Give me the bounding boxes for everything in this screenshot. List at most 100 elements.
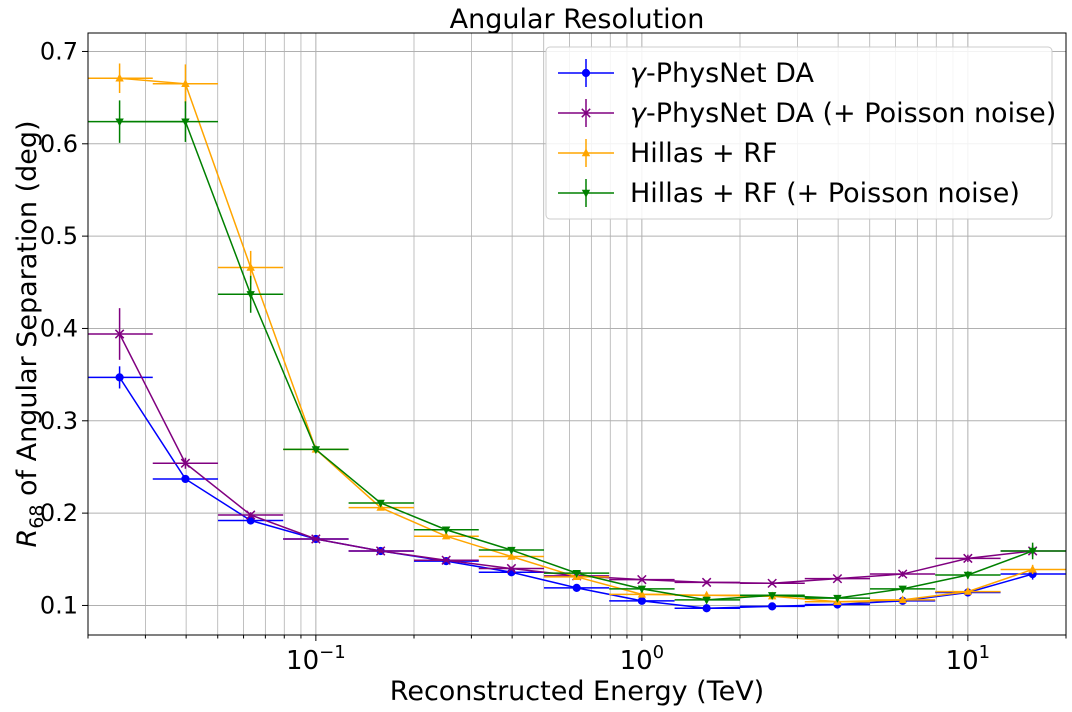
y-tick-label: 0.5 (40, 222, 78, 250)
legend-label-text: Hillas + RF (630, 138, 778, 169)
legend-swatch-marker (581, 68, 591, 78)
y-tick-label: 0.6 (40, 130, 78, 158)
data-point (1028, 547, 1037, 556)
data-point (768, 602, 777, 611)
data-point (507, 551, 516, 560)
data-point (115, 118, 124, 127)
y-tick-label: 0.2 (40, 499, 78, 527)
data-point (898, 585, 907, 594)
legend-swatch-marker (581, 148, 591, 157)
y-axis-title-rest: of Angular Separation (deg) (12, 120, 43, 504)
legend-entry: γ-PhysNet DA (+ Poisson noise) (558, 98, 1056, 129)
data-point-stroke (767, 578, 777, 589)
data-point (702, 590, 711, 599)
legend-swatch-marker (581, 108, 591, 118)
data-point-stroke (701, 577, 712, 588)
legend-entry: Hillas + RF (558, 138, 778, 169)
legend-label: Hillas + RF (+ Poisson noise) (630, 178, 1020, 209)
legend-swatch-marker (581, 189, 591, 198)
y-axis-title-symbol: R (12, 529, 43, 548)
legend-box (545, 46, 1053, 220)
x-tick-label-exponent: 0 (653, 642, 664, 663)
data-point (180, 458, 191, 468)
data-point (963, 586, 973, 595)
data-point (963, 571, 973, 580)
series-3 (88, 100, 1066, 605)
data-point (1028, 564, 1037, 573)
data-point (181, 118, 190, 127)
legend-label-text: -PhysNet DA (+ Poisson noise) (646, 98, 1056, 129)
x-tick-label-base: 10 (946, 646, 979, 676)
data-point (114, 329, 125, 339)
data-point (637, 585, 647, 594)
data-point (702, 596, 711, 605)
y-tick-label: 0.4 (40, 314, 78, 342)
data-point (702, 604, 711, 613)
data-point (572, 569, 581, 578)
data-point (637, 596, 646, 605)
data-point (376, 499, 385, 508)
data-point-stroke (506, 563, 517, 574)
legend-label: γ-PhysNet DA (630, 58, 814, 89)
data-point-stroke (637, 574, 647, 585)
data-point (441, 555, 451, 565)
data-point (637, 574, 647, 585)
legend-label-text: Hillas + RF (+ Poisson noise) (630, 178, 1020, 209)
legend-label-symbol: γ (630, 98, 648, 129)
y-tick-label: 0.3 (40, 407, 78, 435)
data-point-stroke (897, 569, 908, 579)
y-tick-label: 0.7 (40, 37, 78, 65)
legend-swatch-marker-stroke (581, 108, 591, 118)
data-point (767, 578, 777, 589)
data-point (311, 446, 321, 455)
data-point-stroke (245, 510, 256, 520)
x-tick-label: 10−1 (286, 642, 346, 676)
data-point (245, 510, 256, 520)
chart-title: Angular Resolution (450, 4, 705, 35)
data-point (701, 577, 712, 588)
plot-frame (87, 32, 1067, 636)
data-point (246, 291, 255, 299)
series-1 (88, 308, 1066, 589)
data-point (897, 569, 908, 579)
legend-entry: γ-PhysNet DA (558, 58, 814, 89)
data-point (898, 595, 907, 604)
x-axis-title: Reconstructed Energy (TeV) (390, 676, 764, 707)
series-layer (88, 63, 1066, 613)
grid-layer (87, 33, 1067, 635)
data-point (767, 592, 777, 600)
data-point-stroke (832, 573, 843, 584)
data-point (115, 73, 124, 82)
legend-label-symbol: γ (630, 58, 648, 89)
x-tick-label-exponent: 1 (979, 642, 990, 663)
legend-label-text: -PhysNet DA (646, 58, 814, 89)
x-tick-label-base: 10 (620, 646, 653, 676)
legend-label: γ-PhysNet DA (+ Poisson noise) (630, 98, 1056, 129)
data-point (637, 589, 647, 598)
data-point-stroke (963, 553, 973, 564)
x-tick-label: 101 (946, 642, 991, 676)
legend-entry: Hillas + RF (+ Poisson noise) (558, 178, 1020, 209)
data-point (441, 526, 451, 535)
y-axis-title: R68 of Angular Separation (deg) (12, 120, 48, 547)
y-tick-label: 0.1 (40, 591, 78, 619)
y-axis-title-subscript: 68 (26, 505, 48, 529)
data-point (181, 79, 190, 87)
data-point (375, 546, 386, 556)
legend: γ-PhysNet DAγ-PhysNet DA (+ Poisson nois… (545, 46, 1056, 220)
data-point (311, 534, 321, 544)
data-point (115, 373, 124, 382)
data-point-stroke (375, 546, 386, 556)
data-point (833, 594, 842, 603)
data-point-stroke (114, 329, 125, 339)
data-point-stroke (180, 458, 191, 468)
data-point (181, 474, 190, 484)
x-tick-label: 100 (620, 642, 665, 676)
data-point-stroke (441, 555, 451, 565)
data-point (963, 553, 973, 564)
x-tick-label-exponent: −1 (319, 642, 346, 663)
data-point (832, 573, 843, 584)
data-point (246, 262, 255, 271)
